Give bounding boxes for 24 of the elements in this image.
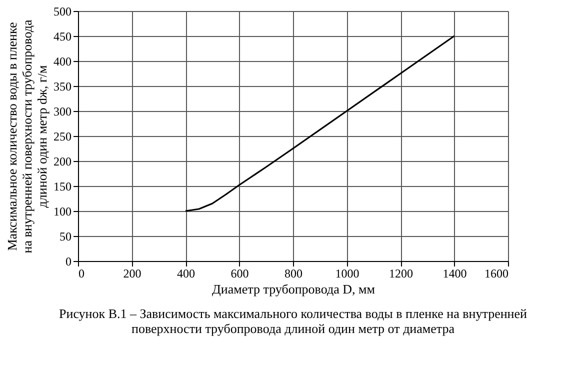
x-tick-label: 0 — [78, 266, 84, 280]
y-tick-label: 250 — [54, 130, 72, 144]
x-tick-label: 600 — [230, 266, 249, 280]
x-tick-label: 1200 — [389, 266, 413, 280]
x-tick-label: 200 — [123, 266, 142, 280]
y-tick-label: 150 — [54, 180, 72, 194]
x-tick-label: 1000 — [335, 266, 360, 280]
x-axis-title: Диаметр трубопровода D, мм — [212, 282, 375, 296]
x-tick-label: 800 — [284, 266, 302, 280]
y-tick-label: 100 — [54, 204, 72, 218]
y-tick-label: 350 — [54, 80, 72, 94]
y-tick-label: 400 — [54, 54, 72, 68]
text: Рисунок В.1 – Зависимость максимального количества воды в пленке на внутренней поверхности трубопровода длиной один метр от диаметра — [59, 306, 528, 336]
y-tick-label: 200 — [54, 154, 72, 168]
y-tick-label: 50 — [60, 230, 72, 244]
y-tick-label: 0 — [66, 254, 72, 268]
y-tick-label: 450 — [54, 30, 72, 44]
x-tick-label: 1600 — [484, 266, 508, 280]
line-series — [184, 35, 456, 212]
y-tick-label: 300 — [54, 104, 72, 118]
x-tick-label: 400 — [177, 266, 195, 280]
y-tick-label: 500 — [54, 4, 72, 18]
x-tick-label: 1400 — [442, 266, 467, 280]
y-axis-title: Максимальное количество воды в пленке на внутренней поверхности трубопровода длиной один метр dж, г/м — [4, 20, 50, 254]
